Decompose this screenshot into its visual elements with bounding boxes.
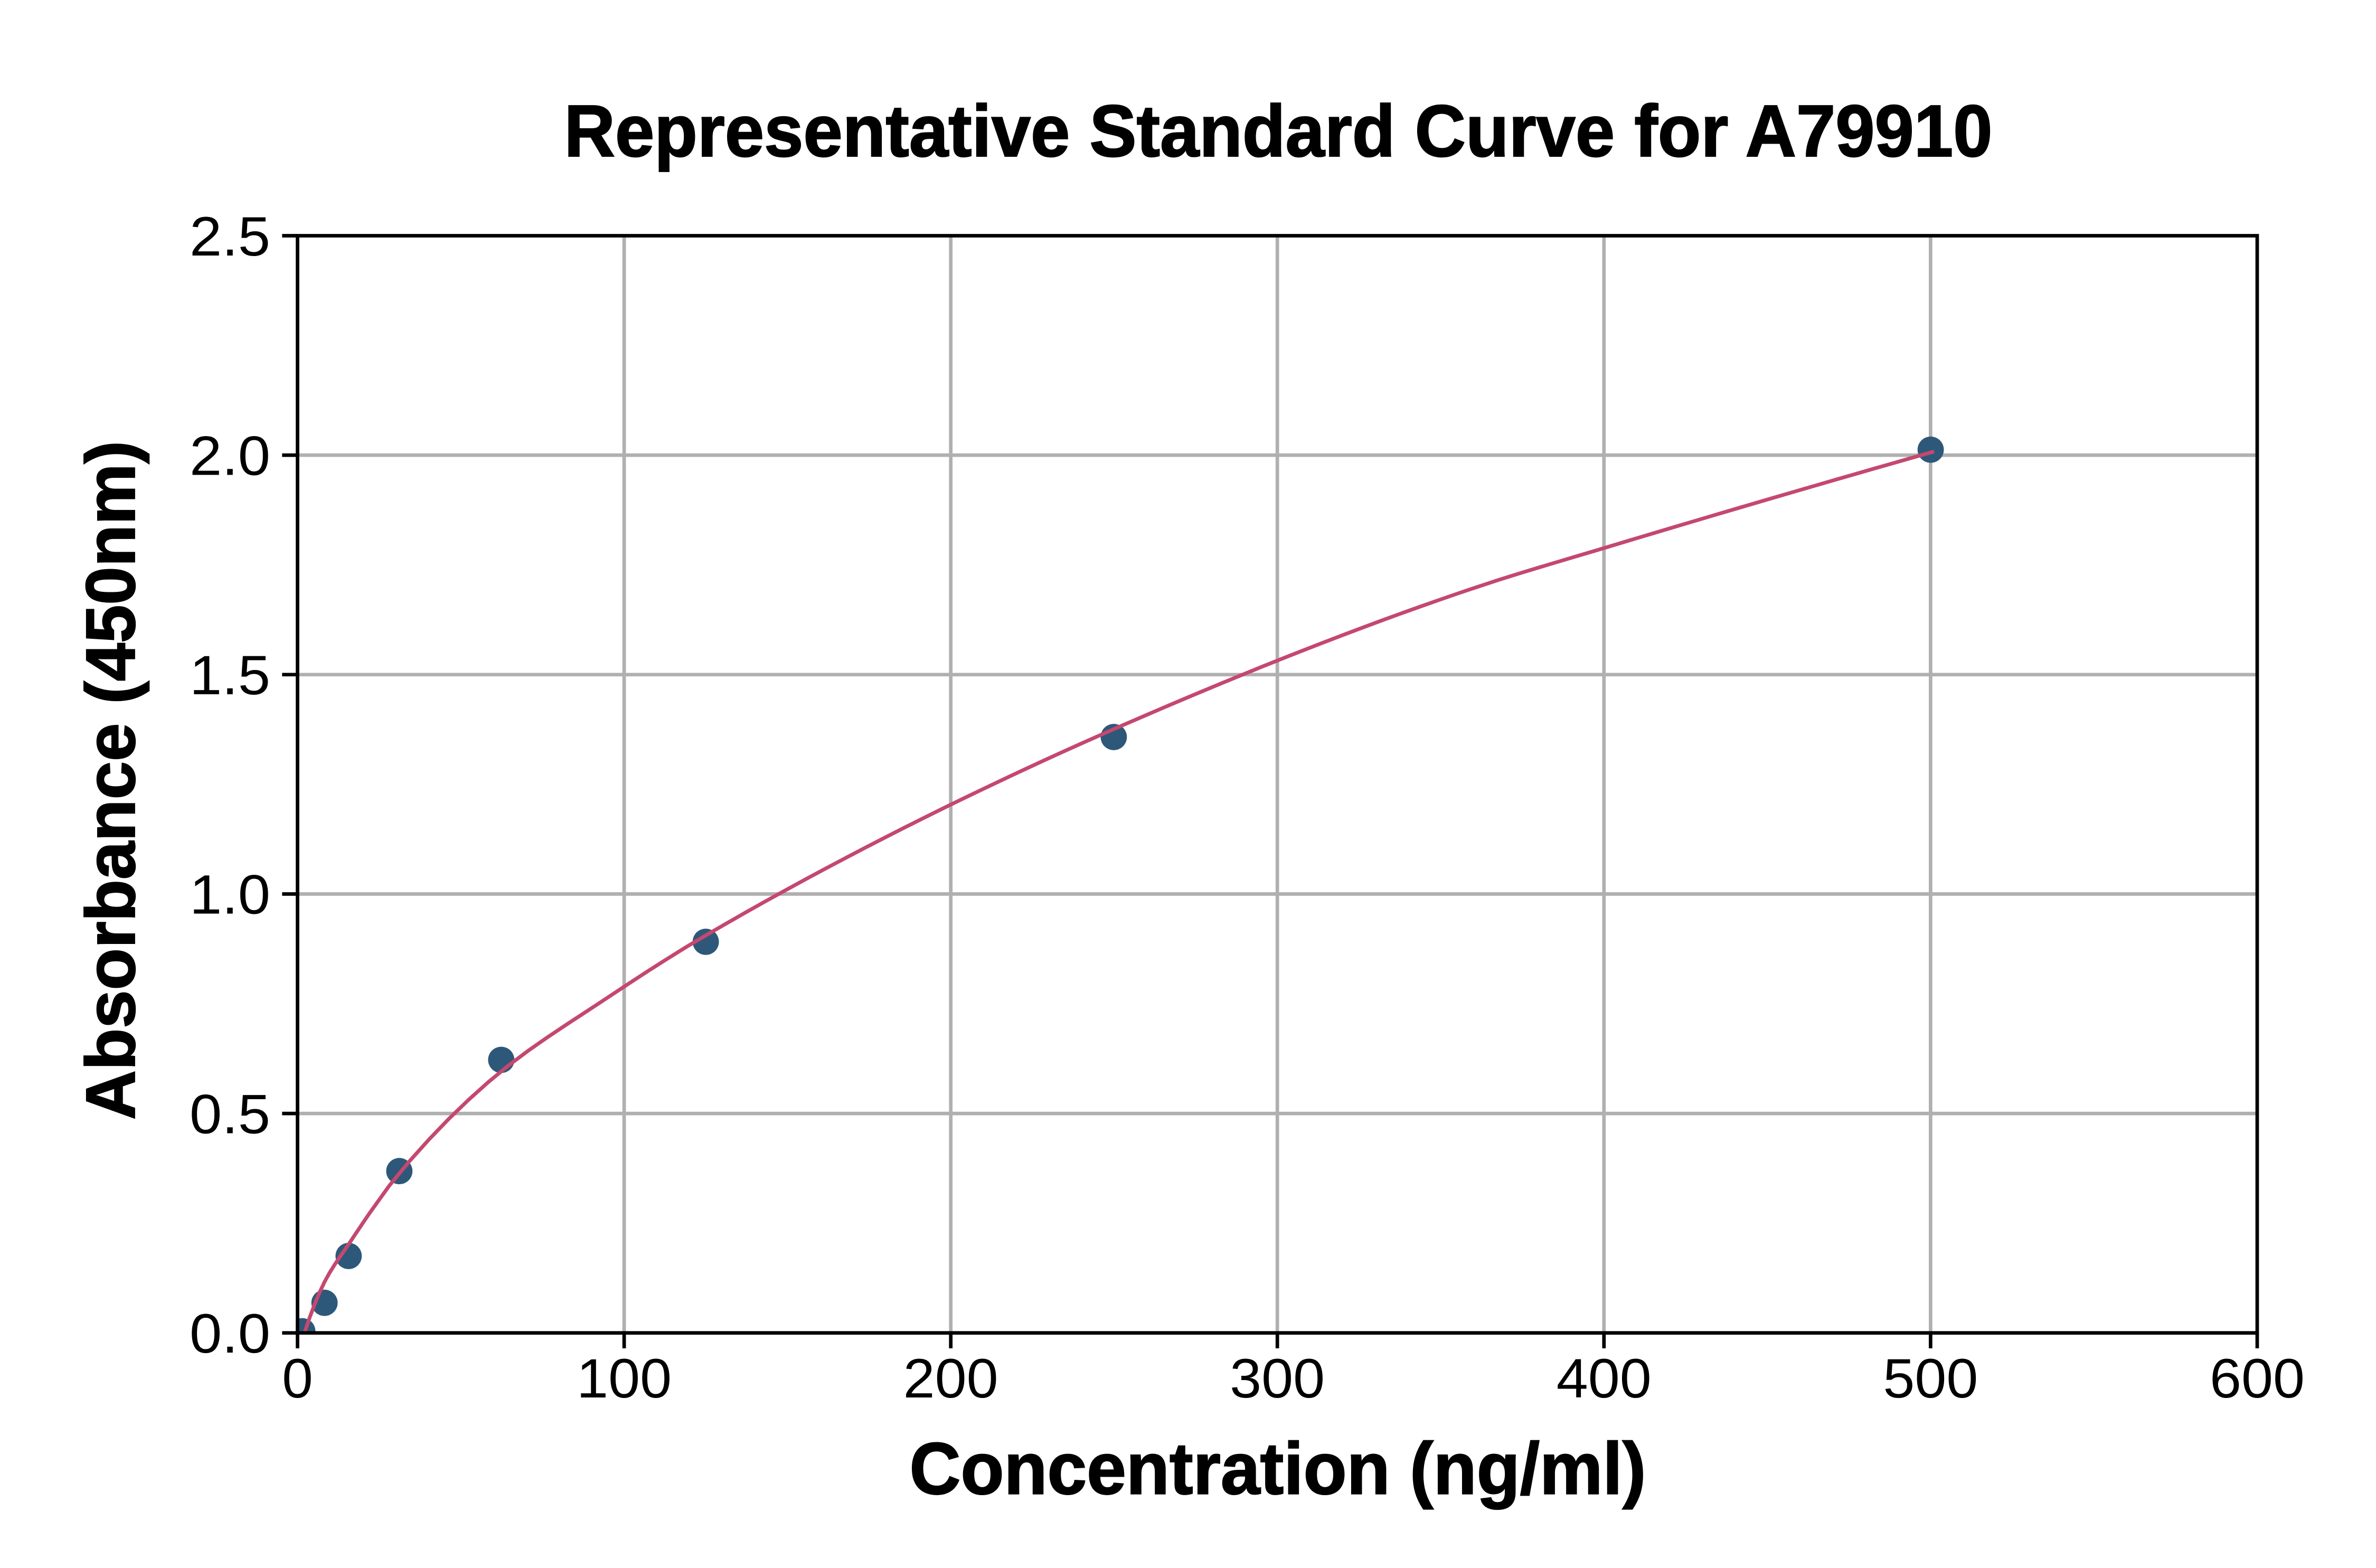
svg-text:1.0: 1.0	[190, 864, 270, 926]
svg-text:100: 100	[577, 1348, 672, 1410]
svg-text:0.5: 0.5	[190, 1083, 270, 1145]
svg-text:0.0: 0.0	[190, 1303, 270, 1365]
svg-text:1.5: 1.5	[190, 645, 270, 706]
svg-text:Representative Standard Curve: Representative Standard Curve for A79910	[564, 90, 1993, 172]
svg-text:600: 600	[2210, 1348, 2305, 1410]
svg-text:2.5: 2.5	[190, 206, 270, 268]
svg-text:2.0: 2.0	[190, 425, 270, 487]
svg-text:0: 0	[282, 1348, 313, 1410]
svg-text:500: 500	[1883, 1348, 1978, 1410]
svg-text:200: 200	[903, 1348, 998, 1410]
svg-text:Concentration (ng/ml): Concentration (ng/ml)	[910, 1428, 1646, 1510]
svg-text:Absorbance (450nm): Absorbance (450nm)	[72, 441, 149, 1120]
svg-text:400: 400	[1557, 1348, 1652, 1410]
svg-text:300: 300	[1230, 1348, 1325, 1410]
